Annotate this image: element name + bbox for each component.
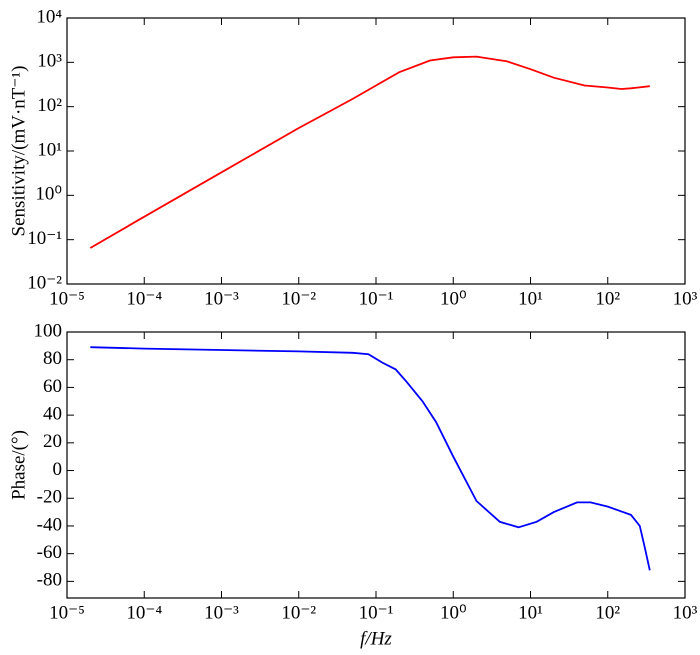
- y-tick-label: 20: [43, 431, 62, 452]
- y-tick-label: 10⁰: [35, 184, 62, 205]
- y-tick-label: 100: [34, 320, 63, 341]
- x-tick-label: 10⁻¹: [359, 602, 394, 623]
- x-tick-label: 10⁰: [440, 602, 467, 623]
- y-tick-label: 10³: [37, 51, 62, 72]
- x-axis-label: f/Hz: [360, 628, 392, 649]
- x-tick-label: 10⁻²: [281, 288, 316, 309]
- y-tick-label: 10²: [37, 95, 62, 116]
- x-tick-label: 10⁰: [440, 288, 467, 309]
- data-line: [90, 346, 651, 571]
- y-tick-label: 10⁻²: [27, 272, 62, 293]
- y-tick-label: 80: [43, 348, 62, 369]
- x-tick-label: 10⁻⁴: [126, 288, 162, 309]
- y-tick-label: 0: [53, 459, 63, 480]
- y-tick-label: -20: [37, 487, 62, 508]
- y-tick-label: 60: [43, 376, 62, 397]
- plot-frame: [66, 17, 686, 285]
- x-tick-label: 10¹: [518, 288, 543, 309]
- data-line: [89, 55, 650, 249]
- y-tick-label: -60: [37, 542, 62, 563]
- x-tick-label: 10⁻⁵: [49, 602, 85, 623]
- x-tick-label: 10⁻⁴: [126, 602, 162, 623]
- y-tick-label: 10⁻¹: [27, 228, 62, 249]
- y-tick-label: -80: [37, 570, 62, 591]
- y-tick-label: 10¹: [37, 139, 62, 160]
- x-tick-label: 10⁻³: [204, 602, 239, 623]
- y-tick-label: -40: [37, 514, 62, 535]
- y-tick-label: 40: [43, 403, 62, 424]
- x-tick-label: 10²: [595, 602, 620, 623]
- x-tick-label: 10⁻¹: [359, 288, 394, 309]
- y-axis-label: Phase/(°): [8, 430, 29, 500]
- x-tick-label: 10³: [673, 602, 698, 623]
- x-tick-label: 10¹: [518, 602, 543, 623]
- x-tick-label: 10²: [595, 288, 620, 309]
- y-tick-label: 10⁴: [36, 6, 62, 27]
- x-tick-label: 10⁻²: [281, 602, 316, 623]
- x-tick-label: 10⁻⁵: [49, 288, 85, 309]
- plot-frame: [66, 331, 686, 599]
- x-tick-label: 10⁻³: [204, 288, 239, 309]
- y-axis-label: Sensitivity/(mV·nT⁻¹): [8, 66, 29, 237]
- x-tick-label: 10³: [673, 288, 698, 309]
